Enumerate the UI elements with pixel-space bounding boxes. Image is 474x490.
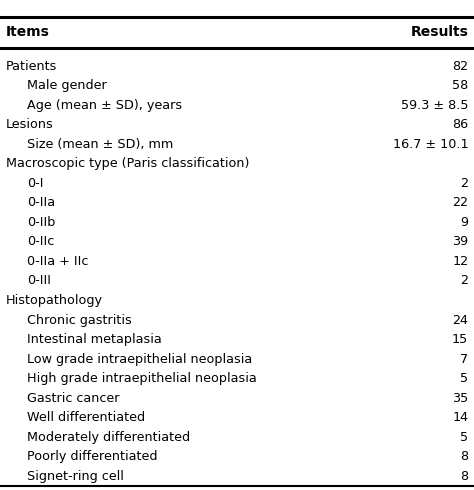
Text: Macroscopic type (Paris classification): Macroscopic type (Paris classification): [6, 157, 249, 171]
Text: 22: 22: [452, 196, 468, 209]
Text: 12: 12: [452, 255, 468, 268]
Text: Patients: Patients: [6, 60, 57, 73]
Text: 0-IIc: 0-IIc: [27, 235, 54, 248]
Text: Gastric cancer: Gastric cancer: [27, 392, 119, 405]
Text: Moderately differentiated: Moderately differentiated: [27, 431, 190, 444]
Text: Chronic gastritis: Chronic gastritis: [27, 314, 132, 326]
Text: 0-I: 0-I: [27, 177, 44, 190]
Text: 8: 8: [460, 470, 468, 483]
Text: 7: 7: [460, 353, 468, 366]
Text: 16.7 ± 10.1: 16.7 ± 10.1: [392, 138, 468, 151]
Text: 0-IIb: 0-IIb: [27, 216, 55, 229]
Text: 59.3 ± 8.5: 59.3 ± 8.5: [401, 98, 468, 112]
Text: 15: 15: [452, 333, 468, 346]
Text: 35: 35: [452, 392, 468, 405]
Text: Male gender: Male gender: [27, 79, 107, 92]
Text: 5: 5: [460, 372, 468, 385]
Text: Age (mean ± SD), years: Age (mean ± SD), years: [27, 98, 182, 112]
Text: Results: Results: [410, 25, 468, 39]
Text: 0-III: 0-III: [27, 274, 51, 288]
Text: 2: 2: [460, 274, 468, 288]
Text: Intestinal metaplasia: Intestinal metaplasia: [27, 333, 162, 346]
Text: Histopathology: Histopathology: [6, 294, 103, 307]
Text: Items: Items: [6, 25, 50, 39]
Text: 0-IIa: 0-IIa: [27, 196, 55, 209]
Text: 82: 82: [452, 60, 468, 73]
Text: Signet-ring cell: Signet-ring cell: [27, 470, 124, 483]
Text: 24: 24: [452, 314, 468, 326]
Text: 14: 14: [452, 411, 468, 424]
Text: 9: 9: [460, 216, 468, 229]
Text: 5: 5: [460, 431, 468, 444]
Text: Lesions: Lesions: [6, 118, 54, 131]
Text: 0-IIa + IIc: 0-IIa + IIc: [27, 255, 88, 268]
Text: 2: 2: [460, 177, 468, 190]
Text: Low grade intraepithelial neoplasia: Low grade intraepithelial neoplasia: [27, 353, 252, 366]
Text: 39: 39: [452, 235, 468, 248]
Text: 8: 8: [460, 450, 468, 463]
Text: 58: 58: [452, 79, 468, 92]
Text: High grade intraepithelial neoplasia: High grade intraepithelial neoplasia: [27, 372, 257, 385]
Text: Poorly differentiated: Poorly differentiated: [27, 450, 157, 463]
Text: 86: 86: [452, 118, 468, 131]
Text: Well differentiated: Well differentiated: [27, 411, 145, 424]
Text: Size (mean ± SD), mm: Size (mean ± SD), mm: [27, 138, 173, 151]
